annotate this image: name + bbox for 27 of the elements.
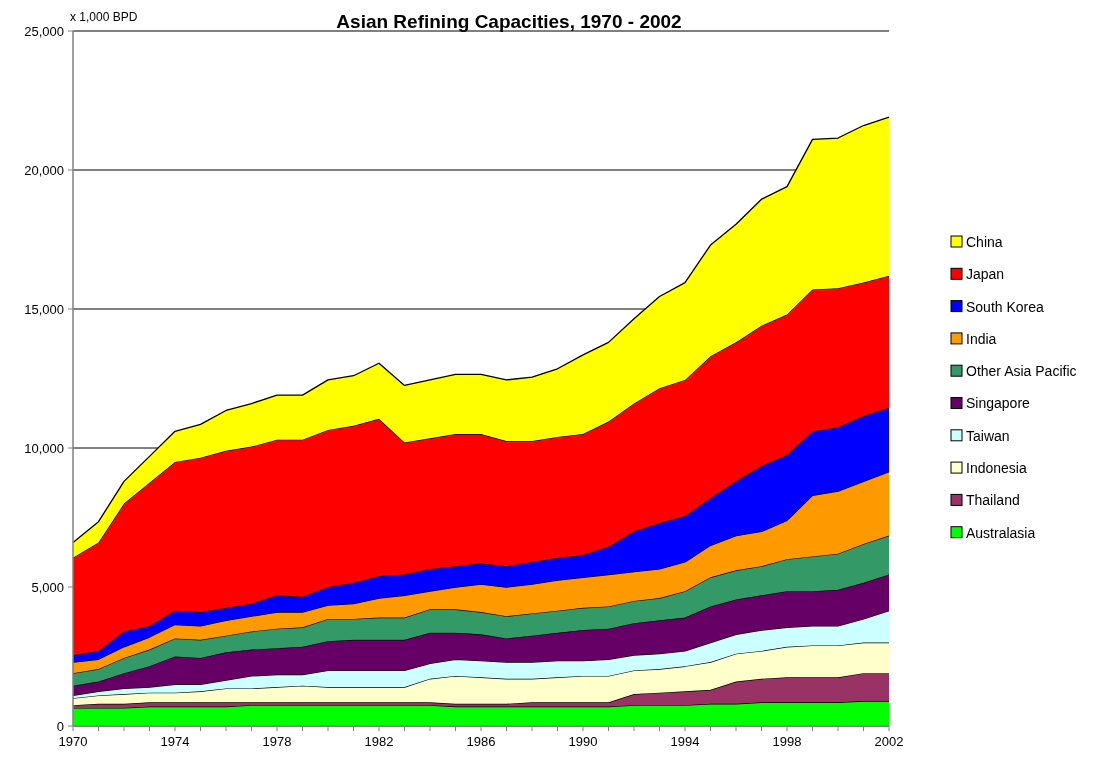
y-tick-label: 15,000 [24,301,64,317]
y-tick-label: 10,000 [24,440,64,456]
x-tick-label: 1998 [772,734,802,749]
x-tick-label: 1978 [262,734,292,749]
legend-label: Singapore [966,395,1031,412]
legend-label: South Korea [966,298,1045,315]
legend-label: Japan [966,266,1005,283]
x-tick-label: 1970 [58,734,88,749]
legend-label: Australasia [966,524,1036,541]
x-tick-label: 1974 [160,734,190,749]
legend-label: Taiwan [966,427,1010,444]
y-tick-label: 25,000 [24,23,64,39]
y-tick-label: 5,000 [31,579,64,595]
y-tick-label: 0 [56,718,64,734]
legend-label: Indonesia [966,460,1027,476]
legend-label: Other Asia Pacific [966,363,1077,380]
x-tick-label: 1990 [568,734,598,749]
y-axis-title: x 1,000 BPD [70,10,138,24]
chart-title: Asian Refining Capacities, 1970 - 2002 [336,11,682,32]
x-tick-label: 1994 [670,734,700,749]
x-tick-label: 2002 [874,734,904,749]
x-tick-label: 1982 [364,734,394,749]
legend-label: India [966,330,997,347]
x-tick-label: 1986 [466,734,496,749]
legend-label: Thailand [966,492,1020,509]
y-tick-label: 20,000 [24,162,64,178]
legend-label: China [966,233,1003,250]
